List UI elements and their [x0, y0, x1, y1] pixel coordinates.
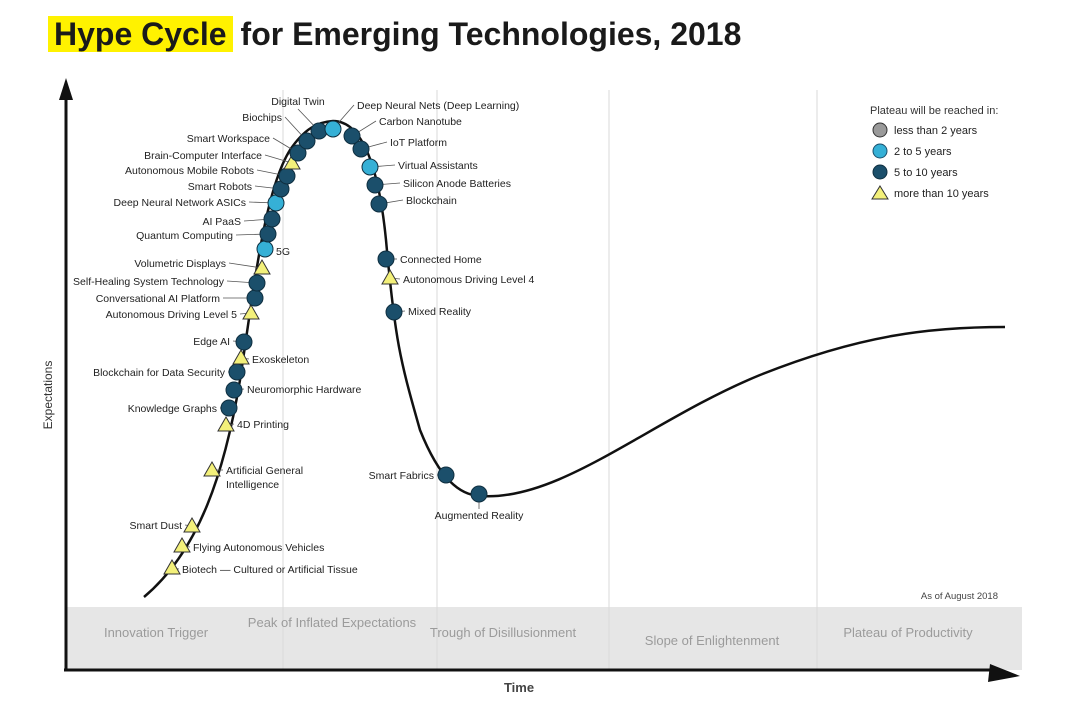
label-virtual-assistants: Virtual Assistants [398, 160, 478, 172]
marker-biotech-cultured-or-artificial-tissue [163, 558, 181, 575]
marker-artificial-general-intelligence [203, 460, 221, 477]
label-smart-robots: Smart Robots [188, 181, 252, 193]
label-biochips: Biochips [242, 112, 282, 124]
marker-autonomous-driving-level-5 [242, 303, 260, 320]
label-4d-printing: 4D Printing [237, 419, 289, 431]
marker-mixed-reality [385, 303, 403, 321]
label-biotech-cultured-or-artificial-tissue: Biotech — Cultured or Artificial Tissue [182, 564, 358, 576]
label-edge-ai: Edge AI [193, 336, 230, 348]
label-artificial-general-intelligence: Artificial General Intelligence [226, 465, 303, 491]
marker-blockchain [370, 195, 388, 213]
label-ai-paas: AI PaaS [202, 216, 241, 228]
legend-title: Plateau will be reached in: [870, 105, 998, 117]
legend-label: 5 to 10 years [894, 167, 958, 179]
legend-marker-navy-icon [872, 164, 888, 180]
label-augmented-reality: Augmented Reality [435, 510, 524, 522]
marker-edge-ai [235, 333, 253, 351]
marker-virtual-assistants [361, 158, 379, 176]
legend-label: less than 2 years [894, 125, 978, 137]
marker-5g [256, 240, 274, 258]
marker-deep-neural-nets-deep-learning [324, 120, 342, 138]
marker-neuromorphic-hardware [225, 381, 243, 399]
phase-band [66, 607, 1022, 670]
label-mixed-reality: Mixed Reality [408, 306, 472, 318]
title-highlight: Hype Cycle [48, 16, 233, 52]
label-carbon-nanotube: Carbon Nanotube [379, 116, 462, 128]
label-blockchain-for-data-security: Blockchain for Data Security [93, 367, 226, 379]
x-axis-label: Time [504, 680, 534, 695]
title-rest: for Emerging Technologies, 2018 [240, 16, 742, 52]
marker-quantum-computing [259, 225, 277, 243]
marker-exoskeleton [232, 348, 250, 365]
marker-volumetric-displays [253, 258, 271, 275]
label-knowledge-graphs: Knowledge Graphs [128, 403, 217, 415]
label-autonomous-driving-level-5: Autonomous Driving Level 5 [106, 309, 237, 321]
label-iot-platform: IoT Platform [390, 137, 447, 149]
connector-brain-computer-interface [264, 154, 293, 164]
label-neuromorphic-hardware: Neuromorphic Hardware [247, 384, 362, 396]
label-autonomous-mobile-robots: Autonomous Mobile Robots [125, 165, 254, 177]
label-deep-neural-nets-deep-learning: Deep Neural Nets (Deep Learning) [357, 100, 519, 112]
marker-blockchain-for-data-security [228, 363, 246, 381]
label-flying-autonomous-vehicles: Flying Autonomous Vehicles [193, 542, 324, 554]
legend-label: 2 to 5 years [894, 146, 952, 158]
marker-carbon-nanotube [343, 127, 361, 145]
phase-label-slope: Slope of Enlightenment [645, 633, 780, 648]
label-smart-fabrics: Smart Fabrics [369, 470, 434, 482]
phase-label-trough: Trough of Disillusionment [430, 625, 577, 640]
label-silicon-anode-batteries: Silicon Anode Batteries [403, 178, 511, 190]
page-title: Hype Cycle for Emerging Technologies, 201… [48, 12, 741, 56]
label-conversational-ai-platform: Conversational AI Platform [96, 293, 221, 305]
label-volumetric-displays: Volumetric Displays [134, 258, 226, 270]
marker-smart-workspace [289, 144, 307, 162]
y-axis-label: Expectations [41, 361, 55, 430]
legend: Plateau will be reached in: less than 2 … [870, 105, 998, 200]
x-axis-arrow-icon [988, 664, 1020, 682]
marker-flying-autonomous-vehicles [173, 536, 191, 553]
phase-dividers [282, 90, 818, 670]
label-exoskeleton: Exoskeleton [252, 354, 309, 366]
label-smart-dust: Smart Dust [129, 520, 182, 532]
legend-label: more than 10 years [894, 188, 989, 200]
phase-label-peak: Peak of Inflated Expectations [248, 615, 417, 630]
label-deep-neural-network-asics: Deep Neural Network ASICs [114, 197, 246, 209]
marker-smart-dust [183, 516, 201, 533]
y-axis-arrow-icon [59, 78, 73, 100]
marker-biochips [298, 132, 316, 150]
legend-marker-cyan-icon [872, 143, 888, 159]
label-self-healing-system-technology: Self-Healing System Technology [73, 276, 225, 288]
label-connected-home: Connected Home [400, 254, 482, 266]
label-digital-twin: Digital Twin [271, 96, 325, 108]
marker-iot-platform [352, 140, 370, 158]
marker-4d-printing [217, 415, 235, 432]
marker-connected-home [377, 250, 395, 268]
marker-smart-fabrics [437, 466, 455, 484]
marker-knowledge-graphs [220, 399, 238, 417]
marker-silicon-anode-batteries [366, 176, 384, 194]
marker-self-healing-system-technology [248, 274, 266, 292]
connector-volumetric-displays [228, 262, 263, 269]
label-autonomous-driving-level-4: Autonomous Driving Level 4 [403, 274, 534, 286]
as-of-date: As of August 2018 [921, 591, 998, 602]
phase-label-innovation-trigger: Innovation Trigger [104, 625, 209, 640]
marker-autonomous-driving-level-4 [381, 268, 399, 285]
label-quantum-computing: Quantum Computing [136, 230, 233, 242]
label-smart-workspace: Smart Workspace [187, 133, 270, 145]
marker-ai-paas [263, 210, 281, 228]
marker-brain-computer-interface [283, 153, 301, 170]
phase-label-plateau: Plateau of Productivity [843, 625, 973, 640]
marker-augmented-reality [470, 485, 488, 503]
label-5g: 5G [276, 246, 290, 258]
legend-marker-gray-icon [872, 122, 888, 138]
marker-digital-twin [310, 122, 328, 140]
label-brain-computer-interface: Brain-Computer Interface [144, 150, 262, 162]
label-blockchain: Blockchain [406, 195, 457, 207]
marker-conversational-ai-platform [246, 289, 264, 307]
legend-marker-triangle-icon [871, 185, 889, 200]
marker-autonomous-mobile-robots [278, 167, 296, 185]
